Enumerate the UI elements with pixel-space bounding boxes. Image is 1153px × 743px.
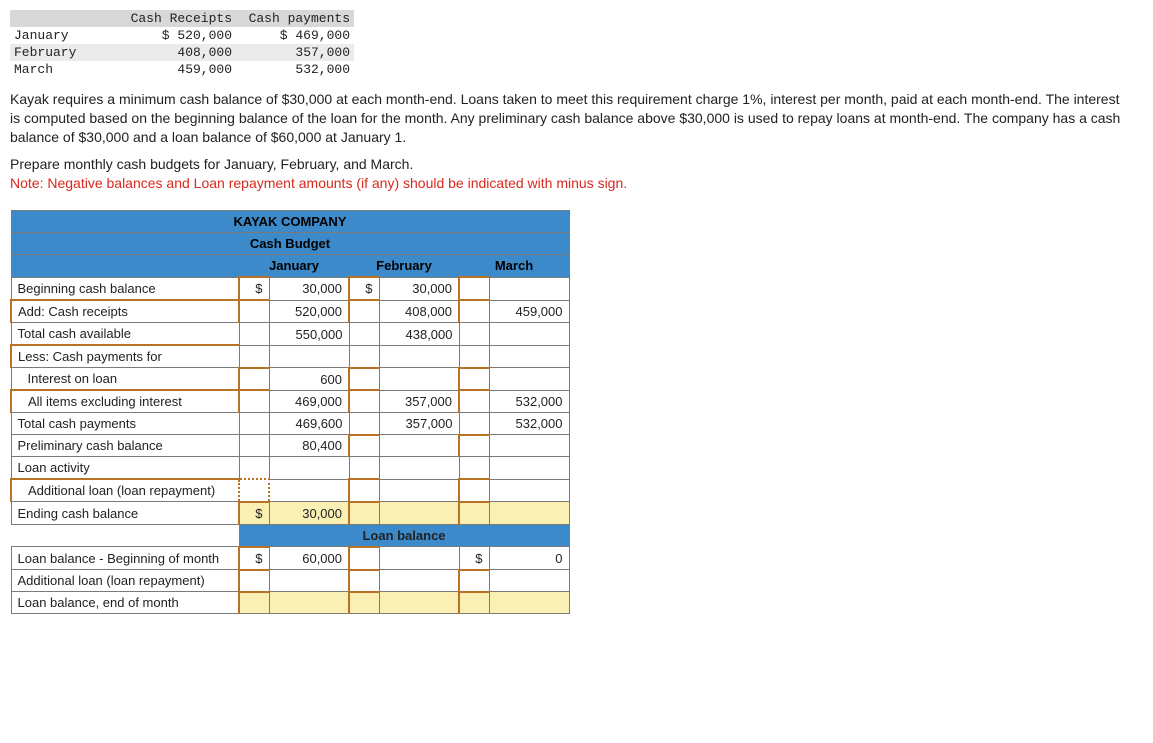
input-cell[interactable]: $ <box>239 277 269 300</box>
input-cell[interactable] <box>459 390 489 413</box>
input-cell[interactable] <box>489 592 569 614</box>
input-cell[interactable] <box>239 570 269 592</box>
input-cell[interactable]: Additional loan (loan repayment) <box>11 479 239 502</box>
input-cell[interactable]: $ <box>349 277 379 300</box>
input-cell[interactable] <box>269 570 349 592</box>
row-additional-loan: Additional loan (loan repayment) <box>11 479 569 502</box>
input-cell[interactable] <box>489 277 569 300</box>
input-cell[interactable]: 30,000 <box>269 277 349 300</box>
intro-blank-header <box>10 10 118 27</box>
input-cell[interactable]: Less: Cash payments for <box>11 345 239 368</box>
input-cell[interactable]: 520,000 <box>269 300 349 323</box>
row-loan-begin: Loan balance - Beginning of month $ 60,0… <box>11 547 569 570</box>
input-cell[interactable] <box>489 570 569 592</box>
input-cell[interactable] <box>349 435 379 457</box>
report-title: Cash Budget <box>11 233 569 255</box>
instruction-text: Prepare monthly cash budgets for January… <box>10 156 413 172</box>
loan-balance-title: Loan balance <box>239 524 569 547</box>
input-cell[interactable]: Add: Cash receipts <box>11 300 239 323</box>
input-cell[interactable] <box>239 592 269 614</box>
loan-balance-header: Loan balance <box>11 524 569 547</box>
input-cell[interactable] <box>379 435 459 457</box>
input-cell[interactable] <box>459 479 489 502</box>
row-less-payments: Less: Cash payments for <box>11 345 569 368</box>
col-march: March <box>459 255 569 278</box>
input-cell[interactable] <box>489 502 569 525</box>
input-cell[interactable] <box>379 547 459 570</box>
intro-data-table: Cash Receipts Cash payments January $ 52… <box>10 10 354 78</box>
input-cell[interactable] <box>239 368 269 391</box>
input-cell[interactable] <box>269 592 349 614</box>
input-cell[interactable] <box>349 479 379 502</box>
input-cell[interactable]: 600 <box>269 368 349 391</box>
instruction-line: Prepare monthly cash budgets for January… <box>10 155 1130 193</box>
intro-col-payments: Cash payments <box>236 10 354 27</box>
row-loan-end: Loan balance, end of month <box>11 592 569 614</box>
input-cell[interactable]: 469,000 <box>269 390 349 413</box>
intro-row-mar: March 459,000 532,000 <box>10 61 354 78</box>
input-cell[interactable] <box>489 479 569 502</box>
input-cell[interactable] <box>349 502 379 525</box>
input-cell[interactable]: $ <box>239 502 269 525</box>
input-cell[interactable] <box>459 277 489 300</box>
row-cash-receipts: Add: Cash receipts 520,000 408,000 459,0… <box>11 300 569 323</box>
intro-col-receipts: Cash Receipts <box>118 10 236 27</box>
input-cell[interactable]: 30,000 <box>379 277 459 300</box>
input-cell[interactable] <box>459 592 489 614</box>
report-title-row: Cash Budget <box>11 233 569 255</box>
input-cell[interactable] <box>239 390 269 413</box>
blank-corner <box>11 255 239 278</box>
input-cell[interactable] <box>239 479 269 502</box>
input-cell[interactable]: 459,000 <box>489 300 569 323</box>
input-cell[interactable]: 532,000 <box>489 390 569 413</box>
row-loan-activity: Loan activity <box>11 457 569 480</box>
input-cell[interactable] <box>349 592 379 614</box>
col-january: January <box>239 255 349 278</box>
input-cell[interactable] <box>459 435 489 457</box>
input-cell[interactable] <box>349 300 379 323</box>
input-cell[interactable] <box>379 368 459 391</box>
input-cell[interactable] <box>379 479 459 502</box>
input-cell[interactable] <box>349 547 379 570</box>
input-cell[interactable] <box>379 592 459 614</box>
note-negative: Note: Negative balances and Loan repayme… <box>10 175 627 191</box>
row-ending-cash: Ending cash balance $ 30,000 <box>11 502 569 525</box>
row-total-payments: Total cash payments 469,600 357,000 532,… <box>11 413 569 435</box>
row-loan-additional: Additional loan (loan repayment) <box>11 570 569 592</box>
input-cell[interactable] <box>379 570 459 592</box>
row-beginning-cash: Beginning cash balance $ 30,000 $ 30,000 <box>11 277 569 300</box>
input-cell[interactable] <box>349 368 379 391</box>
input-cell[interactable] <box>459 368 489 391</box>
input-cell[interactable] <box>349 390 379 413</box>
company-name: KAYAK COMPANY <box>11 211 569 233</box>
cash-budget-table: KAYAK COMPANY Cash Budget January Februa… <box>10 210 570 614</box>
intro-row-jan: January $ 520,000 $ 469,000 <box>10 27 354 44</box>
col-february: February <box>349 255 459 278</box>
input-cell[interactable] <box>239 300 269 323</box>
input-cell[interactable] <box>459 300 489 323</box>
input-cell[interactable]: 357,000 <box>379 390 459 413</box>
input-cell[interactable] <box>459 570 489 592</box>
input-cell[interactable] <box>349 570 379 592</box>
input-cell[interactable]: $ <box>239 547 269 570</box>
input-cell[interactable] <box>459 502 489 525</box>
input-cell[interactable]: All items excluding interest <box>11 390 239 413</box>
row-interest: Interest on loan 600 <box>11 368 569 391</box>
input-cell[interactable] <box>489 368 569 391</box>
input-cell[interactable] <box>489 435 569 457</box>
row-all-items: All items excluding interest 469,000 357… <box>11 390 569 413</box>
intro-row-feb: February 408,000 357,000 <box>10 44 354 61</box>
input-cell[interactable] <box>379 502 459 525</box>
row-preliminary: Preliminary cash balance 80,400 <box>11 435 569 457</box>
input-cell[interactable] <box>269 479 349 502</box>
company-row: KAYAK COMPANY <box>11 211 569 233</box>
input-cell[interactable]: 30,000 <box>269 502 349 525</box>
row-total-cash-available: Total cash available 550,000 438,000 <box>11 323 569 346</box>
input-cell[interactable]: 408,000 <box>379 300 459 323</box>
month-header-row: January February March <box>11 255 569 278</box>
problem-description: Kayak requires a minimum cash balance of… <box>10 90 1130 147</box>
input-cell[interactable]: 60,000 <box>269 547 349 570</box>
